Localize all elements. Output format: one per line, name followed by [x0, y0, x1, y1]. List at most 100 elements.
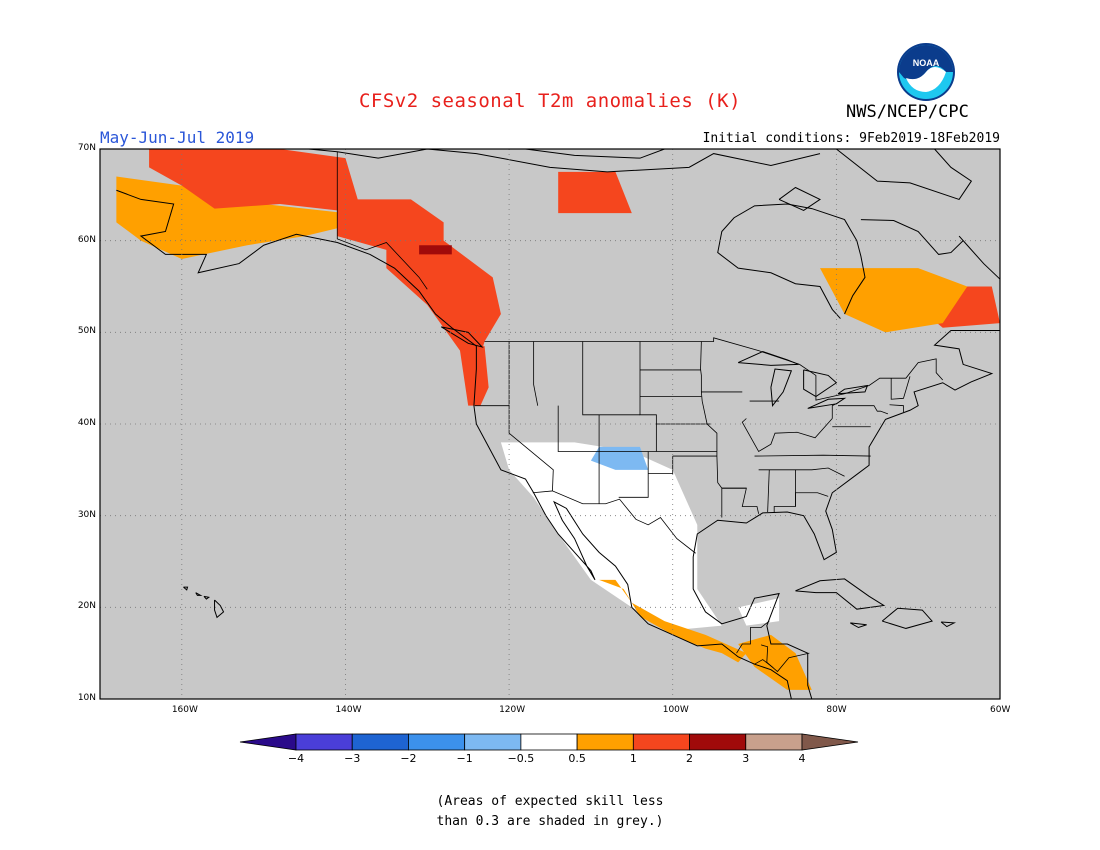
- anomaly-region-four-corners-cold: [590, 446, 649, 470]
- colorbar-tick-label: 4: [798, 752, 806, 765]
- lat-tick-label: 40N: [77, 418, 96, 428]
- colorbar-tick-label: −0.5: [507, 752, 535, 765]
- coastline: [1008, 319, 1059, 362]
- political-border: [773, 469, 796, 513]
- coastline: [836, 149, 973, 201]
- political-border: [533, 341, 539, 406]
- near-normal-zone: [738, 598, 780, 626]
- political-border: [758, 467, 845, 477]
- political-border: [721, 487, 760, 514]
- near-normal-zone: [500, 442, 722, 631]
- lat-tick-label: 70N: [77, 143, 96, 153]
- political-border: [767, 469, 770, 513]
- coastline: [717, 203, 866, 319]
- coastline: [303, 149, 821, 173]
- coastline: [770, 368, 793, 407]
- coastline: [203, 595, 211, 600]
- political-border: [795, 492, 829, 507]
- colorbar-tick-label: 0.5: [568, 752, 586, 765]
- coastline: [803, 369, 838, 398]
- political-border: [890, 376, 911, 400]
- footnote-line-1: (Areas of expected skill less: [436, 794, 664, 809]
- anomaly-region-mexico-pacific: [599, 579, 747, 663]
- initial-conditions-label: Initial conditions: 9Feb2019-18Feb2019: [702, 131, 1000, 146]
- noaa-logo: NOAA: [896, 42, 956, 102]
- map-frame: [99, 148, 1001, 700]
- colorbar-tick-label: −4: [287, 752, 305, 765]
- coastline: [940, 621, 957, 628]
- colorbar-tick-label: −1: [456, 752, 473, 765]
- coastline: [778, 186, 822, 211]
- lat-tick-label: 60N: [77, 234, 96, 245]
- lat-tick-label: 30N: [77, 509, 96, 520]
- lon-tick-label: 120W: [499, 705, 526, 715]
- colorbar-tick-label: 3: [742, 752, 750, 765]
- colorbar-bin: [295, 733, 353, 751]
- coastline: [214, 599, 225, 619]
- coastline: [440, 326, 484, 348]
- anomaly-region-alaska-west: [116, 176, 362, 259]
- colorbar-bin: [632, 733, 690, 751]
- political-border: [618, 451, 649, 498]
- colorbar-bin: [745, 733, 803, 751]
- lon-tick-label: 60W: [990, 705, 1011, 715]
- coastline: [860, 219, 964, 255]
- org-label: NWS/NCEP/CPC: [846, 102, 969, 122]
- anomaly-region-yukon: [337, 199, 444, 250]
- political-border: [582, 341, 640, 416]
- colorbar: [239, 733, 859, 751]
- colorbar-bin: [576, 733, 634, 751]
- anomaly-region-quebec: [820, 268, 968, 333]
- colorbar-bin: [464, 733, 522, 751]
- political-border: [754, 454, 871, 457]
- political-border: [484, 337, 944, 401]
- political-border: [648, 456, 674, 474]
- lat-tick-label: 20N: [77, 601, 96, 612]
- coastline: [195, 592, 203, 596]
- lon-tick-label: 80W: [826, 705, 847, 715]
- coastline: [807, 397, 847, 409]
- lon-tick-label: 160W: [171, 705, 198, 715]
- colorbar-tick-label: 2: [686, 752, 694, 765]
- colorbar-tick-label: −2: [400, 752, 417, 765]
- coastline: [183, 586, 189, 591]
- coastline: [525, 149, 665, 159]
- anomaly-regions: [116, 149, 1000, 690]
- anomaly-region-central-america: [738, 634, 812, 690]
- political-border: [754, 659, 774, 669]
- political-border: [532, 490, 696, 554]
- logo-text: NOAA: [913, 58, 940, 68]
- colorbar-tick-label: −3: [344, 752, 361, 765]
- coastline: [837, 384, 869, 395]
- lat-tick-label: 50N: [77, 326, 96, 337]
- colorbar-tick-label: 1: [629, 752, 637, 765]
- colorbar-bin: [351, 733, 409, 751]
- anomaly-region-nunavut-island: [558, 171, 632, 214]
- colorbar-bin: [520, 733, 578, 751]
- coastline: [692, 235, 1000, 699]
- political-border: [639, 341, 657, 452]
- colorbar-bin-high-arrow: [801, 733, 859, 751]
- political-border: [736, 620, 770, 654]
- political-border: [741, 418, 833, 453]
- coastline: [850, 622, 867, 629]
- season-label: May-Jun-Jul 2019: [100, 128, 255, 147]
- political-border: [889, 404, 904, 413]
- lon-tick-label: 100W: [662, 705, 689, 715]
- anomaly-region-alaska-north: [149, 149, 362, 214]
- footnote-line-2: than 0.3 are shaded in grey.): [436, 814, 664, 829]
- political-border: [831, 402, 839, 419]
- coastlines: [116, 149, 1059, 699]
- grid-lines: [100, 149, 1000, 699]
- lat-tick-label: 10N: [77, 693, 96, 703]
- political-border: [336, 151, 428, 290]
- skill-footnote: (Areas of expected skill less than 0.3 a…: [0, 792, 1100, 832]
- coastline: [881, 607, 933, 629]
- colorbar-bin: [689, 733, 747, 751]
- anomaly-region-pacific-nw-coast: [468, 346, 489, 406]
- coastline: [795, 578, 886, 610]
- lon-tick-label: 140W: [335, 705, 362, 715]
- map-title: CFSv2 seasonal T2m anomalies (K): [358, 90, 742, 112]
- colorbar-bin: [408, 733, 466, 751]
